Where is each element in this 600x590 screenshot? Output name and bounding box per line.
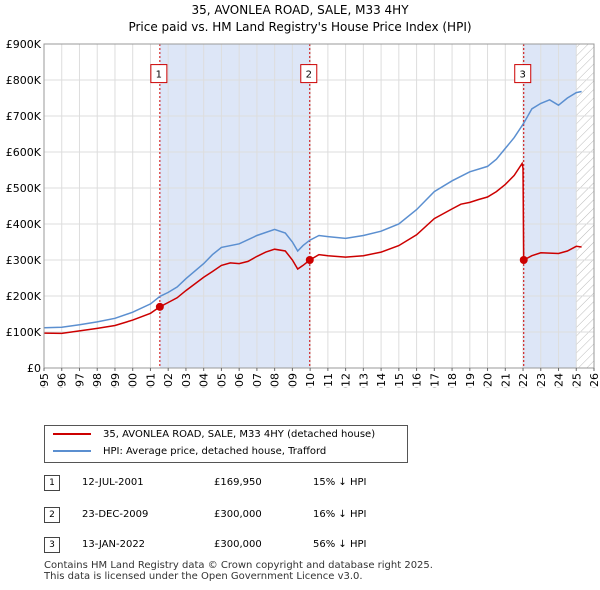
shaded-range bbox=[523, 44, 577, 368]
x-tick-label: 2018 bbox=[446, 373, 459, 388]
x-tick-label: 2020 bbox=[482, 373, 495, 388]
transaction-hpi: 56% ↓ HPI bbox=[313, 539, 367, 550]
x-tick-label: 2006 bbox=[233, 373, 246, 388]
x-tick-label: 2009 bbox=[286, 373, 299, 388]
price-chart: 1 2 3 £0 £100K £200K £300K £400K £500K £600K £700K… bbox=[6, 38, 600, 388]
transaction-date: 23-DEC-2009 bbox=[82, 509, 149, 520]
x-tick-label: 1997 bbox=[73, 373, 86, 388]
x-tick-label: 2000 bbox=[127, 373, 140, 388]
property-series-line bbox=[43, 161, 582, 335]
event-label-box bbox=[514, 64, 532, 84]
event-label-box bbox=[150, 64, 168, 84]
transaction-row: 1 12-JUL-2001 £169,950 15% ↓ HPI bbox=[0, 473, 600, 493]
y-tick-label: £600K bbox=[6, 146, 42, 159]
x-tick-label: 2023 bbox=[535, 373, 548, 388]
x-tick-label: 2021 bbox=[499, 373, 512, 388]
x-tick-label: 2011 bbox=[322, 373, 335, 388]
footer-licence: This data is licensed under the Open Gov… bbox=[44, 571, 363, 582]
x-tick-label: 1995 bbox=[38, 373, 51, 388]
x-tick-label: 2022 bbox=[517, 373, 530, 388]
x-tick-label: 1996 bbox=[56, 373, 69, 388]
hpi-series-line bbox=[43, 90, 582, 329]
legend-property-label: 35, AVONLEA ROAD, SALE, M33 4HY (detache… bbox=[103, 429, 376, 440]
event-label: 2 bbox=[306, 70, 312, 81]
sale-marker bbox=[519, 256, 528, 264]
y-tick-label: £400K bbox=[6, 218, 42, 231]
transaction-row: 2 23-DEC-2009 £300,000 16% ↓ HPI bbox=[0, 505, 600, 525]
x-tick-label: 2014 bbox=[375, 373, 388, 388]
x-tick-label: 2005 bbox=[215, 373, 228, 388]
transaction-date: 13-JAN-2022 bbox=[82, 539, 146, 550]
transaction-number: 1 bbox=[44, 475, 60, 491]
legend-property-swatch bbox=[53, 433, 91, 435]
x-tick-label: 2013 bbox=[357, 373, 370, 388]
y-tick-label: £800K bbox=[6, 74, 42, 87]
x-tick-label: 2007 bbox=[251, 373, 264, 388]
chart-title: 35, AVONLEA ROAD, SALE, M33 4HY Price pa… bbox=[0, 2, 600, 36]
y-tick-label: £0 bbox=[27, 362, 41, 375]
transaction-hpi: 15% ↓ HPI bbox=[313, 477, 367, 488]
y-tick-label: £500K bbox=[6, 182, 42, 195]
x-tick-label: 2001 bbox=[144, 373, 157, 388]
x-tick-label: 2016 bbox=[411, 373, 424, 388]
transaction-number: 2 bbox=[44, 507, 60, 523]
x-tick-label: 2024 bbox=[553, 373, 566, 388]
event-label: 1 bbox=[156, 70, 162, 81]
legend-hpi-swatch bbox=[53, 450, 91, 452]
sale-marker bbox=[305, 256, 314, 264]
legend-hpi: HPI: Average price, detached house, Traf… bbox=[53, 444, 326, 460]
x-tick-label: 2017 bbox=[428, 373, 441, 388]
transaction-number: 3 bbox=[44, 537, 60, 553]
future-hatch bbox=[576, 44, 594, 368]
x-tick-label: 2004 bbox=[198, 373, 211, 388]
y-tick-label: £900K bbox=[6, 38, 42, 51]
transaction-hpi: 16% ↓ HPI bbox=[313, 509, 367, 520]
x-tick-label: 2003 bbox=[180, 373, 193, 388]
title-subtitle: Price paid vs. HM Land Registry's House … bbox=[128, 20, 472, 34]
event-label: 3 bbox=[520, 70, 526, 81]
x-tick-label: 2008 bbox=[269, 373, 282, 388]
shaded-range bbox=[159, 44, 310, 368]
title-address: 35, AVONLEA ROAD, SALE, M33 4HY bbox=[191, 3, 409, 17]
transaction-price: £300,000 bbox=[214, 509, 262, 520]
x-tick-label: 2012 bbox=[340, 373, 353, 388]
sale-marker bbox=[155, 302, 164, 311]
y-tick-label: £300K bbox=[6, 254, 42, 267]
event-label-box bbox=[300, 64, 318, 84]
x-tick-label: 1998 bbox=[91, 373, 104, 388]
x-tick-label: 2015 bbox=[393, 373, 406, 388]
transaction-price: £300,000 bbox=[214, 539, 262, 550]
legend-property: 35, AVONLEA ROAD, SALE, M33 4HY (detache… bbox=[53, 427, 375, 443]
x-tick-label: 1999 bbox=[109, 373, 122, 388]
x-tick-label: 2010 bbox=[304, 373, 317, 388]
footer: Contains HM Land Registry data © Crown c… bbox=[44, 560, 433, 582]
y-tick-label: £100K bbox=[6, 326, 42, 339]
plot-frame bbox=[43, 43, 595, 369]
transaction-date: 12-JUL-2001 bbox=[82, 477, 144, 488]
transaction-price: £169,950 bbox=[214, 477, 262, 488]
x-tick-label: 2025 bbox=[570, 373, 583, 388]
x-tick-label: 2002 bbox=[162, 373, 175, 388]
plot-background bbox=[44, 44, 594, 368]
y-tick-label: £200K bbox=[6, 290, 42, 303]
legend-hpi-label: HPI: Average price, detached house, Traf… bbox=[103, 446, 327, 457]
y-tick-label: £700K bbox=[6, 110, 42, 123]
footer-copyright: Contains HM Land Registry data © Crown c… bbox=[44, 560, 433, 571]
transaction-row: 3 13-JAN-2022 £300,000 56% ↓ HPI bbox=[0, 535, 600, 555]
x-tick-label: 2019 bbox=[464, 373, 477, 388]
x-tick-label: 2026 bbox=[588, 373, 600, 388]
legend: 35, AVONLEA ROAD, SALE, M33 4HY (detache… bbox=[44, 425, 408, 463]
